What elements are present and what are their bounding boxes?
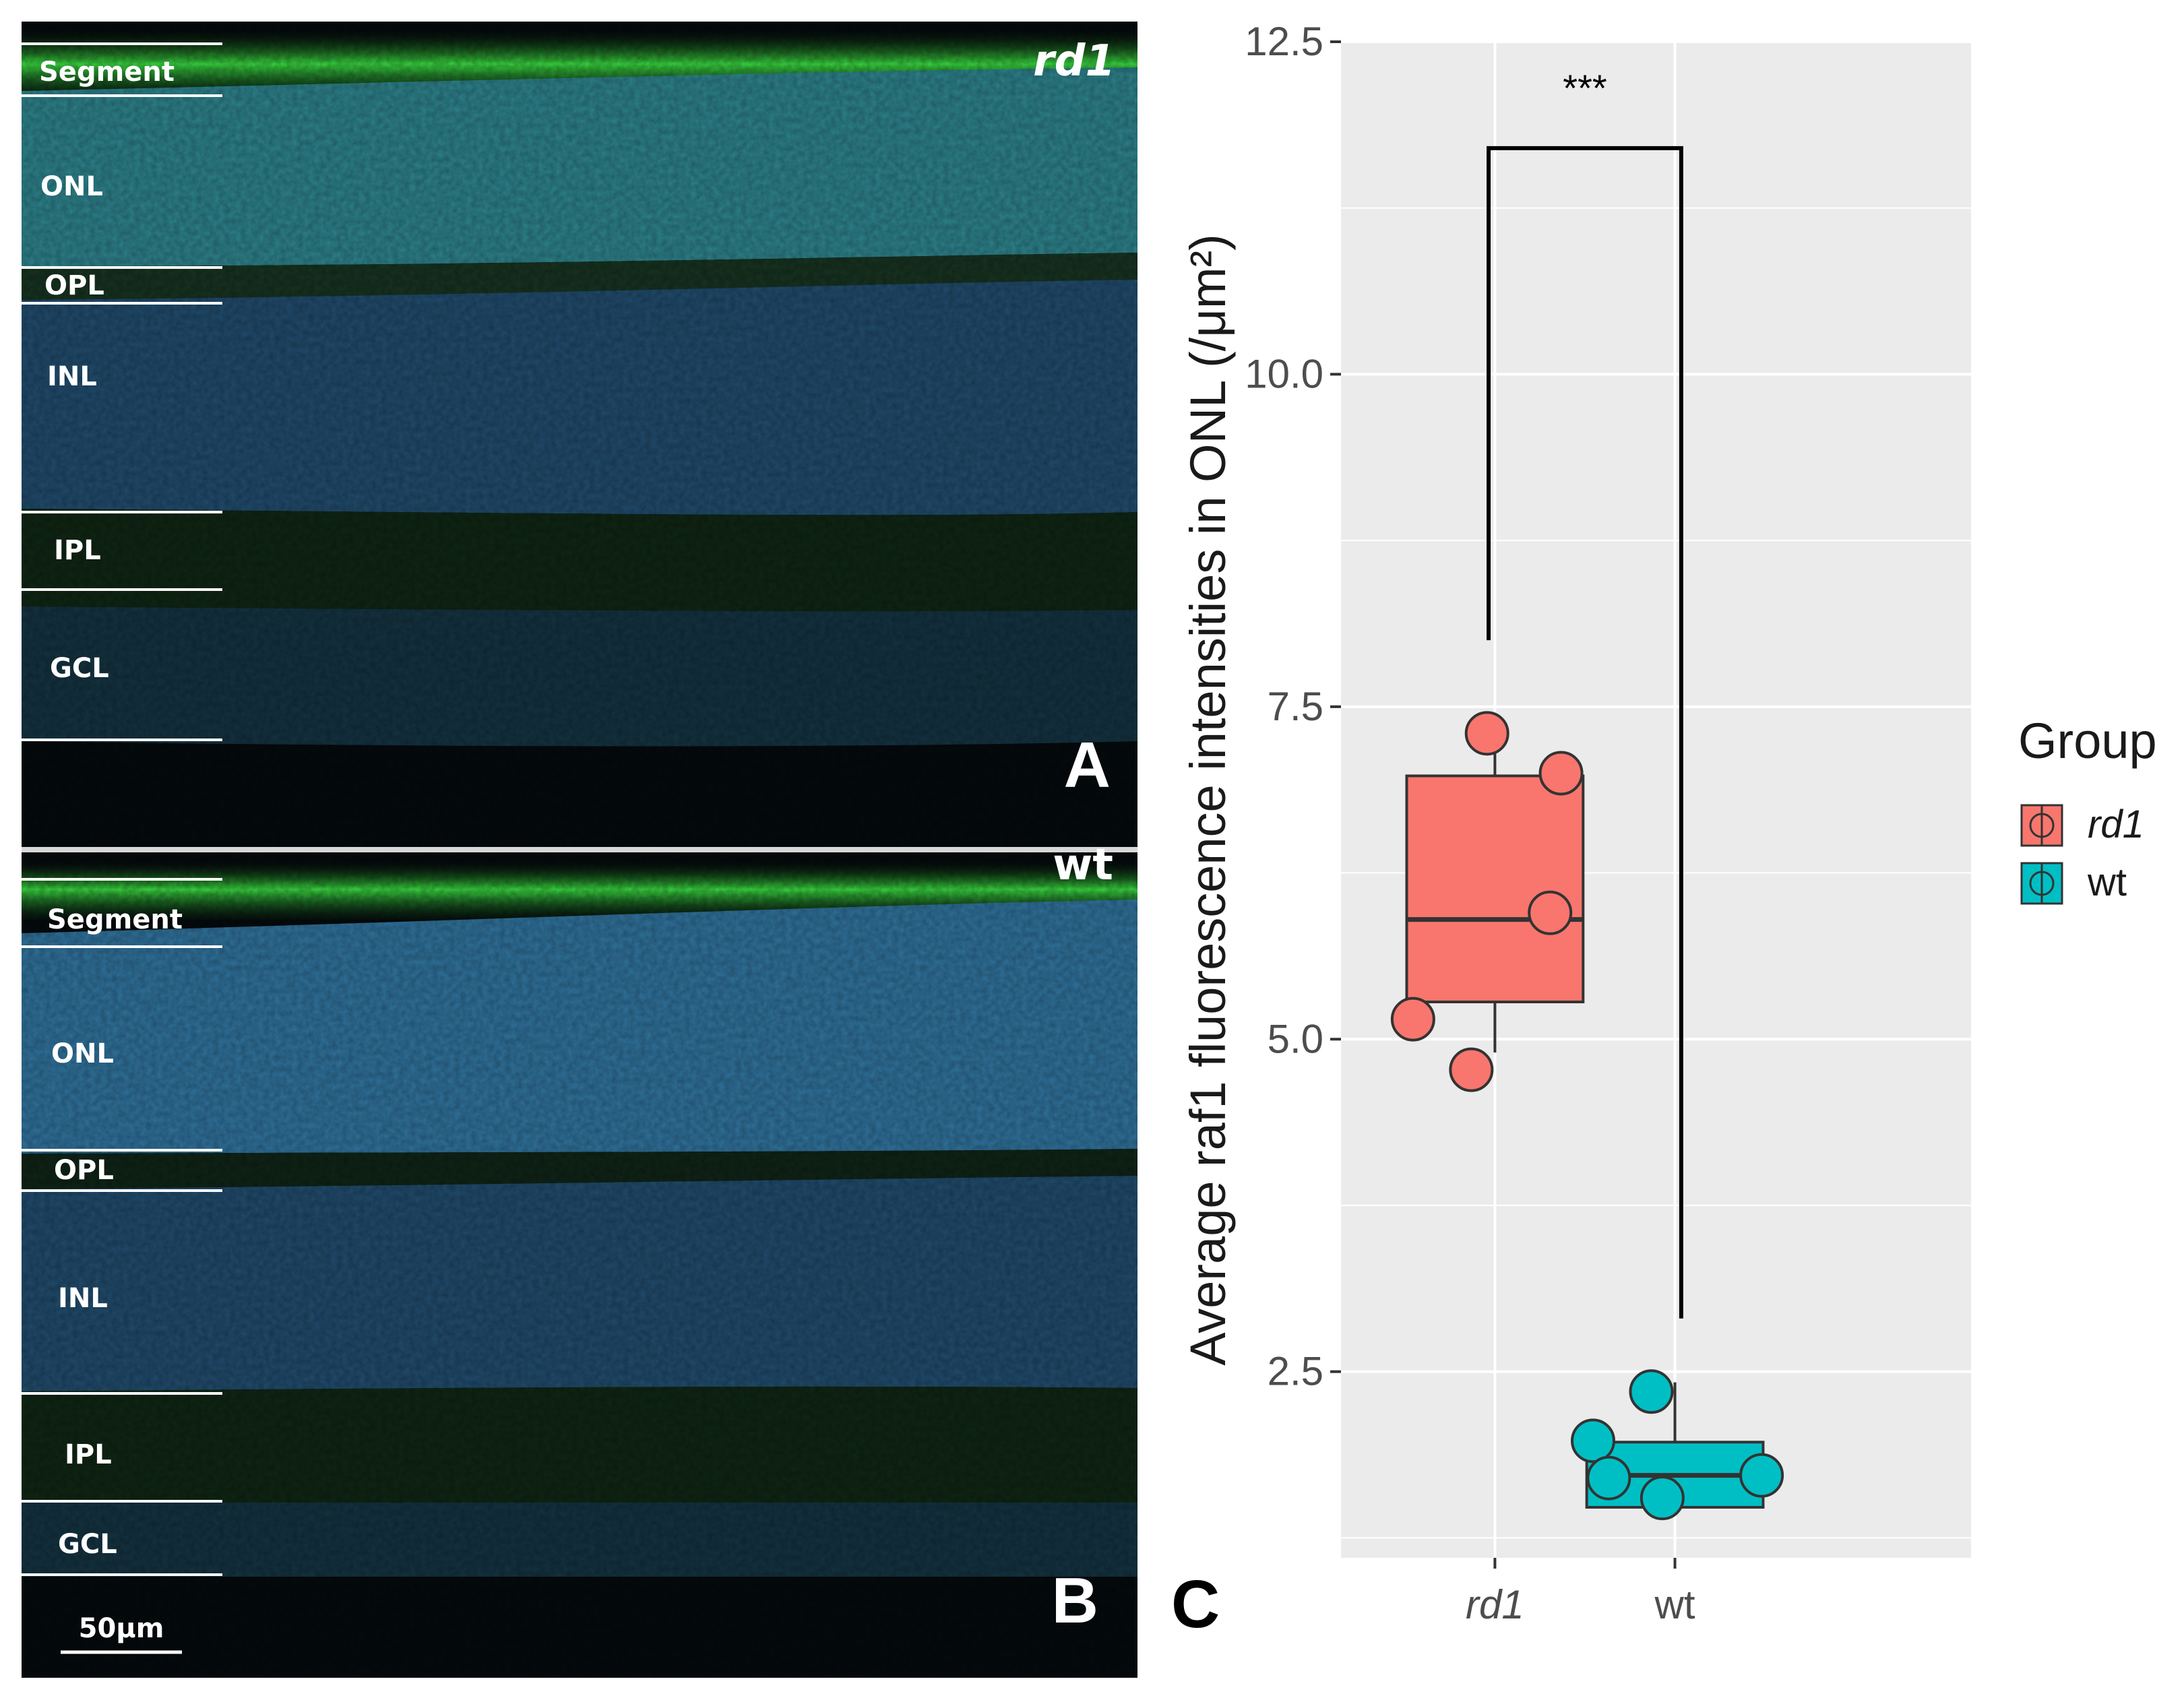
panel-b-layer-lines xyxy=(22,878,222,1576)
y-tick-label: 5.0 xyxy=(1268,1016,1323,1061)
data-points xyxy=(1390,711,1784,1521)
y-tick-label: 10.0 xyxy=(1245,351,1323,396)
y-tick-label: 2.5 xyxy=(1268,1349,1323,1394)
panel-a-label-segment: Segment xyxy=(39,57,175,88)
x-tick-label: rd1 xyxy=(1466,1582,1524,1627)
panel-a-micrograph: Segment ONL OPL INL IPL GCL rd1 A xyxy=(22,22,1137,847)
point-rd1 xyxy=(1538,751,1584,796)
panel-a-label-gcl: GCL xyxy=(50,653,109,684)
panel-b-label-segment: Segment xyxy=(47,904,183,935)
panel-a-letter: A xyxy=(1064,729,1111,801)
panel-b-label-gcl: GCL xyxy=(58,1529,117,1560)
panel-a-grain xyxy=(22,22,1137,847)
panel-b-label-onl: ONL xyxy=(51,1038,114,1069)
point-wt xyxy=(1739,1453,1784,1498)
panel-a-label-ipl: IPL xyxy=(54,535,101,566)
panel-a-label-opl: OPL xyxy=(44,270,104,301)
panel-b-micrograph: Segment ONL OPL INL IPL GCL wt 50μm B xyxy=(22,840,1137,1678)
legend: Group rd1 wt xyxy=(2018,713,2157,905)
panel-b-label-ipl: IPL xyxy=(65,1439,112,1470)
panel-b-label-opl: OPL xyxy=(54,1155,114,1186)
bracket-line xyxy=(1487,146,1683,1319)
panel-c-chart: 2.5 5.0 7.5 10.0 12.5 rd1 wt *** Average raf1… xyxy=(1171,19,2157,1642)
y-axis-title: Average raf1 fluorescence intensities in… xyxy=(1180,234,1236,1366)
panel-divider xyxy=(22,847,1137,852)
panel-b-grain xyxy=(22,852,1137,1678)
significance-bracket: *** xyxy=(1487,67,1683,1319)
panel-a-layer-labels: Segment ONL OPL INL IPL GCL xyxy=(39,57,175,684)
panel-c-letter: C xyxy=(1171,1567,1220,1642)
scale-bar-label: 50μm xyxy=(79,1613,164,1644)
legend-label-wt: wt xyxy=(2087,860,2127,904)
legend-label-rd1: rd1 xyxy=(2088,802,2144,846)
panel-a-label-onl: ONL xyxy=(40,171,103,202)
point-rd1 xyxy=(1464,711,1509,756)
panel-b-layer-labels: Segment ONL OPL INL IPL GCL xyxy=(47,904,183,1560)
point-wt xyxy=(1586,1455,1631,1501)
panel-a-strain-label: rd1 xyxy=(1033,36,1115,86)
point-wt xyxy=(1571,1418,1615,1463)
panel-b-strain-label: wt xyxy=(1053,840,1113,890)
box-rd1 xyxy=(1405,774,1585,1003)
point-rd1 xyxy=(1390,997,1435,1042)
point-rd1 xyxy=(1528,890,1573,935)
panel-a-label-inl: INL xyxy=(47,361,97,392)
point-wt xyxy=(1629,1369,1674,1414)
panel-b-letter: B xyxy=(1052,1565,1098,1637)
y-tick-label: 12.5 xyxy=(1245,19,1323,64)
y-axis: 2.5 5.0 7.5 10.0 12.5 xyxy=(1245,19,1341,1394)
panel-b-label-inl: INL xyxy=(58,1283,108,1314)
significance-label: *** xyxy=(1563,67,1606,109)
point-wt xyxy=(1640,1476,1685,1521)
legend-title: Group xyxy=(2018,713,2157,769)
x-axis: rd1 wt xyxy=(1466,1558,1695,1627)
x-tick-label: wt xyxy=(1654,1582,1695,1627)
y-tick-label: 7.5 xyxy=(1268,684,1323,729)
panel-a-layer-lines xyxy=(22,42,222,741)
point-rd1 xyxy=(1449,1047,1494,1092)
